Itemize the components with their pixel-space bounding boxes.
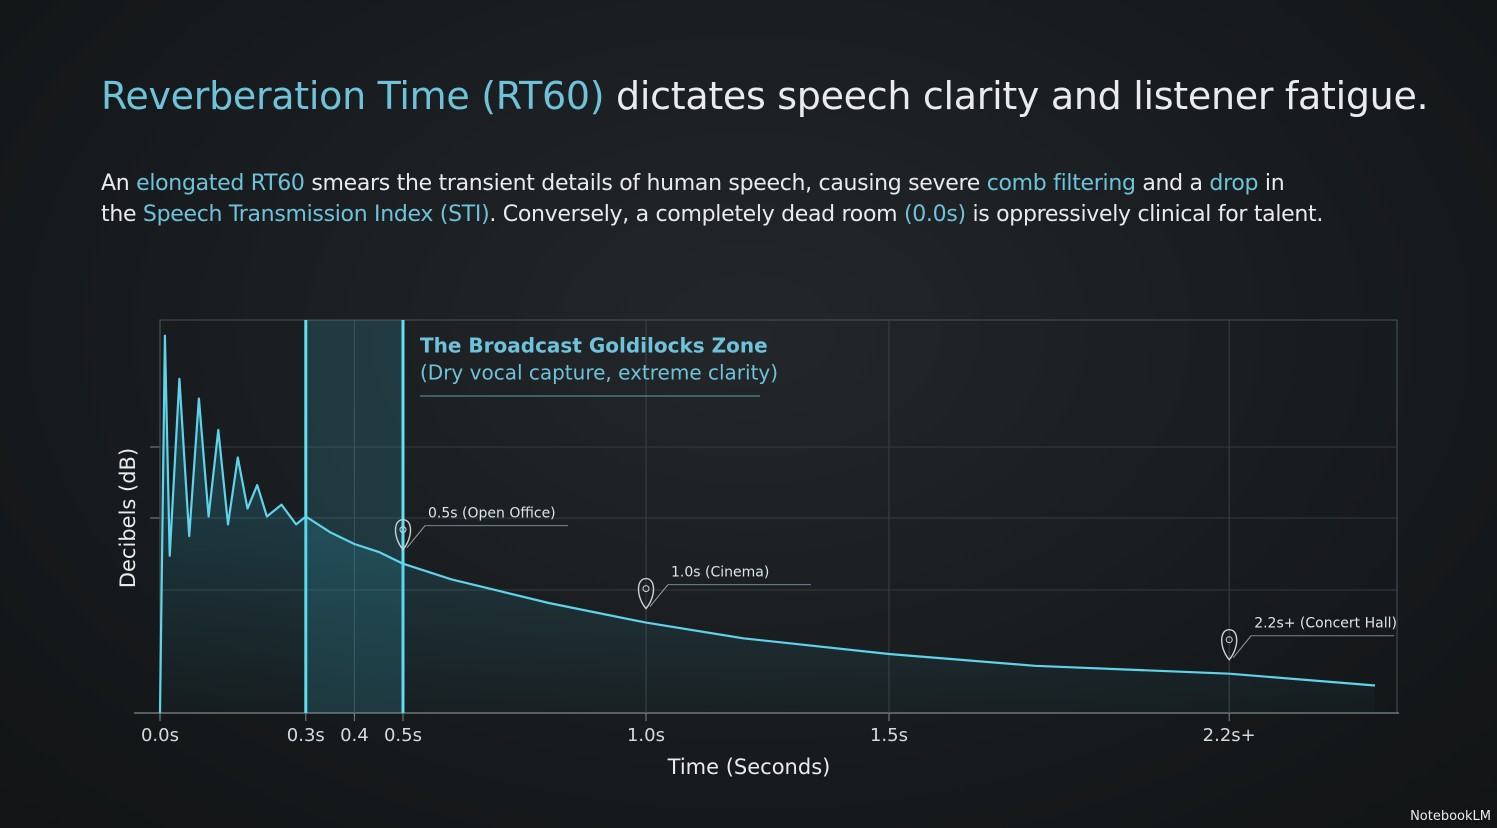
annotation-pin-dot bbox=[642, 585, 650, 593]
annotation-pin-dot bbox=[1225, 636, 1233, 644]
text-run: An bbox=[101, 171, 137, 196]
annotation-label: 1.0s (Cinema) bbox=[671, 565, 769, 581]
x-tick-label: 1.5s bbox=[870, 725, 908, 746]
annotation-pin bbox=[1221, 628, 1238, 661]
highlight-text: Speech Transmission Index (STI) bbox=[142, 202, 490, 227]
x-tick-label: 0.5s bbox=[384, 725, 422, 746]
y-axis-label: Decibels (dB) bbox=[116, 448, 140, 588]
footer: NotebookLM bbox=[1410, 809, 1491, 824]
text-run: . Conversely, a completely dead room bbox=[489, 202, 904, 227]
title: Reverberation Time (RT60) dictates speec… bbox=[101, 74, 1429, 118]
annotation-leader bbox=[1232, 635, 1252, 659]
annotation-label: 0.5s (Open Office) bbox=[428, 506, 556, 522]
highlight-text: Reverberation Time (RT60) bbox=[101, 74, 605, 118]
x-tick-label: 0.3s bbox=[287, 725, 325, 746]
highlight-text: drop bbox=[1209, 171, 1259, 196]
zone-title: The Broadcast Goldilocks Zone bbox=[420, 334, 768, 358]
highlight-text: comb filtering bbox=[986, 171, 1136, 196]
text-run: in bbox=[1258, 171, 1285, 196]
annotation-leader bbox=[649, 584, 669, 607]
annotation-pin bbox=[637, 577, 655, 610]
x-tick-label: 0.4 bbox=[340, 725, 369, 746]
text-run: smears the transient details of human sp… bbox=[304, 171, 987, 196]
x-tick-label: 1.0s bbox=[627, 725, 665, 746]
x-tick-label: 0.0s bbox=[141, 725, 179, 746]
subtitle-line: An elongated RT60 smears the transient d… bbox=[101, 168, 1323, 199]
x-axis-label: Time (Seconds) bbox=[667, 755, 831, 779]
subtitle-line: the Speech Transmission Index (STI). Con… bbox=[101, 199, 1323, 230]
annotation-pin bbox=[394, 518, 412, 551]
text-run: is oppressively clinical for talent. bbox=[965, 202, 1324, 227]
text-run: and a bbox=[1135, 171, 1210, 196]
text-run: the bbox=[101, 202, 143, 227]
highlight-text: elongated RT60 bbox=[136, 171, 305, 196]
text-run: dictates speech clarity and listener fat… bbox=[604, 74, 1429, 118]
highlight-text: (0.0s) bbox=[903, 202, 966, 227]
zone-subtitle: (Dry vocal capture, extreme clarity) bbox=[420, 361, 778, 385]
annotation-leader bbox=[406, 525, 426, 548]
annotation-pin-dot bbox=[399, 526, 407, 534]
decay-line bbox=[158, 334, 1376, 714]
x-tick-label: 2.2s+ bbox=[1203, 725, 1256, 746]
annotation-label: 2.2s+ (Concert Hall) bbox=[1254, 616, 1397, 632]
subtitle: An elongated RT60 smears the transient d… bbox=[101, 168, 1323, 230]
decay-area bbox=[160, 335, 1375, 713]
